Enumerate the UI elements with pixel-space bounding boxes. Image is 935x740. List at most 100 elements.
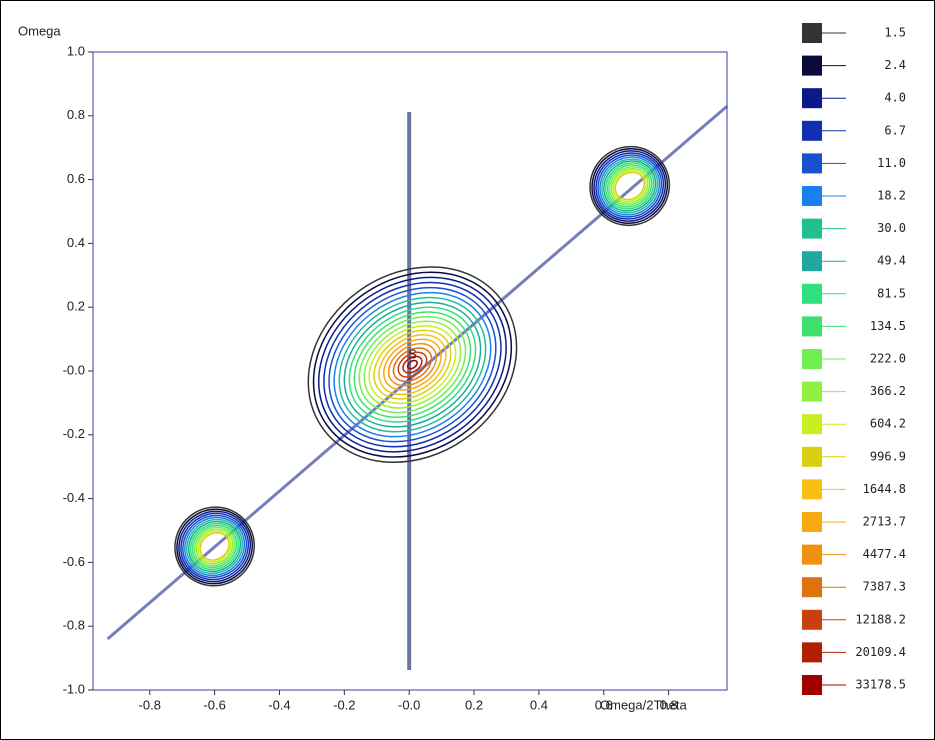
contour-level (595, 152, 665, 220)
y-tick-label: 1.0 (67, 43, 85, 58)
contour-level (312, 271, 513, 458)
contour-level (601, 158, 659, 214)
contour-level (591, 148, 669, 224)
y-tick-label: 0.2 (67, 299, 85, 314)
y-tick-label: -0.8 (63, 618, 85, 633)
legend-label: 4477.4 (863, 547, 906, 561)
legend-swatch (802, 577, 822, 598)
contour-level (406, 359, 418, 370)
contour-level (317, 276, 507, 453)
x-tick-label: -0.6 (203, 697, 225, 712)
contour-level (353, 311, 472, 419)
legend-label: 11.0 (877, 156, 906, 170)
legend-swatch (802, 186, 822, 206)
contour-level (402, 355, 423, 374)
legend-swatch (802, 609, 822, 630)
legend-label: 2.4 (884, 58, 906, 72)
y-tick-label: -0.4 (63, 490, 85, 505)
legend-swatch (802, 349, 822, 369)
contour-level (608, 166, 651, 206)
legend-swatch (802, 479, 822, 500)
legend-swatch (802, 675, 822, 695)
contour-level (195, 528, 234, 565)
contour-level (589, 145, 671, 227)
legend-label: 20109.4 (855, 645, 906, 659)
x-tick-label: -0.0 (398, 697, 420, 712)
contour-level (176, 508, 254, 585)
contour-level (593, 150, 667, 222)
contour-level (343, 301, 482, 428)
legend-label: 6.7 (884, 123, 906, 137)
legend-swatch (802, 23, 822, 43)
legend-swatch (802, 446, 822, 467)
contour-level (383, 338, 442, 391)
streak (106, 105, 728, 641)
contour-level (612, 169, 647, 203)
contour-level (605, 162, 655, 210)
legend-label: 996.9 (870, 449, 906, 463)
contour-level (348, 306, 477, 423)
legend-swatch (802, 512, 822, 532)
legend-swatch (802, 316, 822, 337)
legend-swatch (802, 283, 822, 304)
legend-swatch (802, 218, 822, 239)
contour-level (184, 516, 246, 577)
x-tick-label: 0.6 (595, 697, 613, 712)
legend-swatch (802, 55, 822, 76)
y-tick-label: -1.0 (63, 681, 85, 696)
contour-level (338, 296, 487, 433)
legend-label: 134.5 (870, 319, 906, 333)
legend-label: 366.2 (870, 384, 906, 398)
contour-level (606, 164, 653, 208)
contour-level (397, 351, 428, 378)
legend-swatch (802, 544, 822, 565)
contour-level (387, 342, 437, 387)
annotation: S (408, 346, 417, 361)
legend-label: 18.2 (877, 189, 906, 203)
x-tick-label: 0.8 (660, 697, 678, 712)
x-tick-label: -0.2 (333, 697, 355, 712)
legend-label: 33178.5 (855, 678, 906, 692)
y-axis-label: Omega (18, 23, 61, 38)
contour-level (307, 266, 518, 464)
contour-level (180, 512, 250, 581)
contour-level (614, 171, 645, 201)
contour-level (188, 520, 242, 573)
legend-swatch (802, 120, 822, 141)
contour-level (182, 514, 248, 579)
contour-level (323, 281, 502, 448)
legend-label: 604.2 (870, 417, 906, 431)
legend-swatch (802, 251, 822, 272)
y-tick-label: 0.4 (67, 235, 85, 250)
contour-level (193, 526, 236, 567)
contour-level (610, 167, 649, 204)
y-tick-label: 0.8 (67, 107, 85, 122)
legend-swatch (802, 414, 822, 435)
contour-level (199, 532, 230, 561)
contour-level (392, 347, 433, 383)
legend-label: 1.5 (884, 26, 906, 40)
contour-level (333, 291, 492, 438)
contour-level (178, 510, 252, 583)
contour-level (603, 160, 657, 212)
x-tick-label: 0.4 (530, 697, 548, 712)
contours (106, 105, 728, 670)
legend-swatch (802, 642, 822, 663)
legend-label: 81.5 (877, 286, 906, 300)
contour-level (599, 156, 661, 216)
contour-level (191, 524, 238, 569)
y-tick-label: -0.0 (63, 362, 85, 377)
legend-label: 30.0 (877, 221, 906, 235)
legend-swatch (802, 381, 822, 402)
legend-label: 2713.7 (863, 515, 906, 529)
contour-level (368, 325, 457, 405)
contour-level (373, 329, 452, 400)
legend-swatch (802, 153, 822, 174)
contour-level (328, 286, 497, 443)
contour-level (186, 518, 244, 575)
legend-label: 49.4 (877, 254, 906, 268)
contour-level (597, 154, 663, 218)
legend-label: 1644.8 (863, 482, 906, 496)
legend-label: 4.0 (884, 91, 906, 105)
